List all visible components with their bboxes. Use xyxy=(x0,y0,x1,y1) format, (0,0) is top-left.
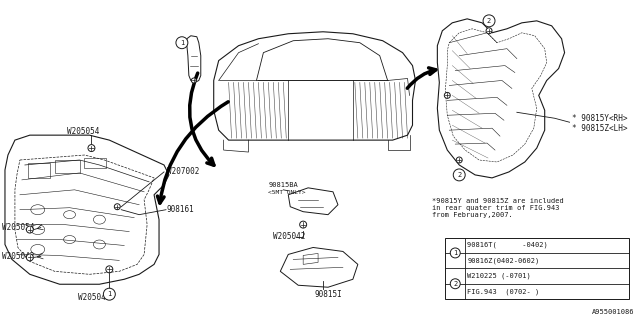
Text: * 90815Z<LH>: * 90815Z<LH> xyxy=(572,124,627,133)
Text: 908161: 908161 xyxy=(167,205,195,214)
Text: <5MT ONLY>: <5MT ONLY> xyxy=(268,190,306,195)
Circle shape xyxy=(26,226,33,233)
Text: W210225 (-0701): W210225 (-0701) xyxy=(467,273,531,279)
Bar xyxy=(445,237,629,299)
Circle shape xyxy=(451,279,460,289)
Circle shape xyxy=(456,157,462,163)
Text: 2: 2 xyxy=(453,281,458,287)
Text: W205054: W205054 xyxy=(67,127,99,136)
Circle shape xyxy=(191,78,196,83)
Text: W205042: W205042 xyxy=(78,293,111,302)
Text: 2: 2 xyxy=(487,18,491,24)
Circle shape xyxy=(444,92,451,98)
Text: W207002: W207002 xyxy=(167,167,200,176)
Circle shape xyxy=(451,248,460,258)
Circle shape xyxy=(176,37,188,49)
Circle shape xyxy=(483,15,495,27)
Text: 90815BA: 90815BA xyxy=(268,182,298,188)
Text: A955001086: A955001086 xyxy=(591,309,634,315)
Circle shape xyxy=(300,221,307,228)
Text: FIG.943  (0702- ): FIG.943 (0702- ) xyxy=(467,288,540,295)
Text: * 90815Y<RH>: * 90815Y<RH> xyxy=(572,114,627,123)
Circle shape xyxy=(104,288,115,300)
Text: W205042: W205042 xyxy=(273,232,306,241)
Circle shape xyxy=(115,204,120,210)
Circle shape xyxy=(26,254,33,261)
Circle shape xyxy=(106,266,113,273)
Circle shape xyxy=(486,28,492,34)
Text: 90816T(      -0402): 90816T( -0402) xyxy=(467,242,548,249)
Text: 90815I: 90815I xyxy=(314,290,342,299)
Text: *90815Y and 90815Z are included
in rear quater trim of FIG.943
from February,200: *90815Y and 90815Z are included in rear … xyxy=(433,198,564,218)
Text: 1: 1 xyxy=(453,250,458,256)
Circle shape xyxy=(88,145,95,152)
Text: W205054: W205054 xyxy=(2,223,35,232)
Text: 1: 1 xyxy=(180,40,184,46)
Circle shape xyxy=(453,169,465,181)
Text: 1: 1 xyxy=(108,291,111,297)
Text: 90816Z(0402-0602): 90816Z(0402-0602) xyxy=(467,257,540,264)
Text: 2: 2 xyxy=(457,172,461,178)
Text: W205042: W205042 xyxy=(2,252,35,261)
